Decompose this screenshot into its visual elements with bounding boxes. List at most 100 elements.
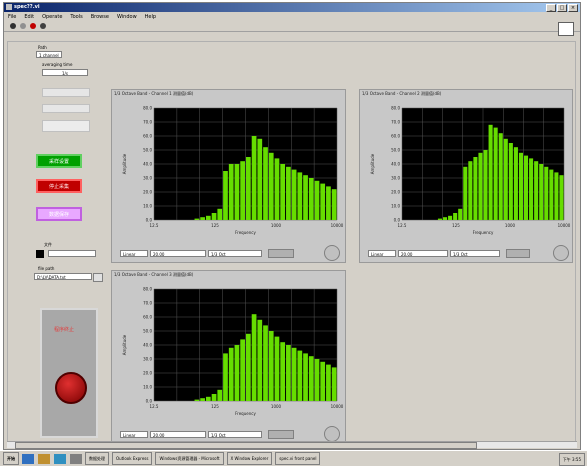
y-tick-label: 40.0	[143, 343, 152, 348]
spectrum-bar	[468, 161, 473, 220]
spectrum-bar	[217, 208, 223, 220]
spectrum-bar	[223, 353, 228, 401]
maximize-button[interactable]: □	[557, 4, 567, 12]
averaging-input[interactable]: 1/s	[42, 69, 88, 76]
spectrum-bar	[251, 314, 257, 401]
system-clock: 下午 3:55	[558, 453, 585, 466]
browse-folder-icon[interactable]	[93, 273, 103, 282]
minimize-button[interactable]: _	[546, 4, 556, 12]
spectrum-bar	[320, 361, 326, 401]
taskbar-item[interactable]: 数据处理	[85, 452, 109, 465]
toolbar	[4, 21, 580, 36]
y-tick-label: 60.0	[143, 315, 152, 320]
taskbar-item[interactable]: Windows资源管理器 - Microsoft	[155, 452, 224, 465]
scale-mode-field[interactable]: Linear	[120, 431, 148, 438]
spectrum-bar	[326, 364, 331, 401]
menu-help[interactable]: Help	[144, 14, 157, 20]
zoom-knob-icon[interactable]	[324, 426, 340, 442]
taskbar-item[interactable]: X Window Explorer	[226, 452, 273, 465]
y-tick-label: 60.0	[143, 134, 152, 139]
scale-mode-field[interactable]: Linear	[120, 250, 148, 257]
cursor-tools-icon[interactable]	[268, 430, 294, 439]
spectrum-bar	[280, 164, 286, 220]
range-field[interactable]: 20.00	[150, 431, 206, 438]
menu-window[interactable]: Window	[116, 14, 137, 20]
y-tick-label: 20.0	[143, 190, 152, 195]
spectrum-bar	[194, 399, 200, 401]
zoom-knob-icon[interactable]	[553, 245, 569, 261]
y-tick-label: 50.0	[391, 148, 400, 153]
y-tick-label: 0.0	[394, 218, 401, 223]
continuous-run-icon[interactable]	[20, 23, 26, 29]
front-panel: Path 1 channel averaging time 1/s 采样设置 停…	[7, 41, 576, 447]
channel-indicator: 1 channel	[36, 51, 62, 58]
spectrum-bar	[458, 208, 463, 220]
spectrum-bar	[483, 150, 488, 220]
spectrum-bar	[473, 157, 478, 220]
stop-acquisition-button[interactable]: 停止采集	[36, 179, 82, 193]
taskbar-item[interactable]: Outlook Express	[112, 452, 153, 465]
spectrum-bar	[263, 325, 268, 401]
spectrum-bar	[246, 157, 251, 220]
stop-button[interactable]	[55, 372, 87, 404]
graph-title: 1/3 Octave Band - Channel 1 测量值(dB)	[114, 91, 194, 96]
pause-icon[interactable]	[40, 23, 46, 29]
y-tick-label: 0.0	[146, 399, 153, 404]
band-field[interactable]: 1/3 Oct	[450, 250, 500, 257]
menu-tools[interactable]: Tools	[70, 14, 83, 20]
spectrum-bar	[200, 217, 205, 220]
file-field[interactable]	[48, 250, 96, 257]
spectrum-bar	[240, 339, 245, 401]
zoom-knob-icon[interactable]	[324, 245, 340, 261]
spectrum-bar	[493, 127, 498, 220]
menu-browse[interactable]: Browse	[90, 14, 109, 20]
spectrum-bar	[263, 147, 268, 220]
save-data-button[interactable]: 数据保存	[36, 207, 82, 221]
x-axis-label: Frequency	[235, 230, 256, 235]
band-field[interactable]: 1/3 Oct	[208, 250, 262, 257]
scale-mode-field[interactable]: Linear	[368, 250, 396, 257]
x-tick-label: 12.5	[398, 223, 407, 228]
menu-edit[interactable]: Edit	[24, 14, 35, 20]
spectrum-bar	[513, 147, 518, 220]
spectrum-plot-2: 80.0 70.0 60.0 50.0 40.0 30.0 20.0 10.0 0.012.5 1…	[370, 106, 571, 236]
y-tick-label: 70.0	[143, 120, 152, 125]
spectrum-bar	[280, 342, 286, 401]
app-icon	[6, 4, 12, 10]
spectrum-bar	[268, 152, 274, 220]
band-field[interactable]: 1/3 Oct	[208, 431, 262, 438]
scroll-thumb[interactable]	[15, 442, 477, 449]
range-field[interactable]: 20.00	[398, 250, 448, 257]
y-tick-label: 30.0	[143, 357, 152, 362]
range-field[interactable]: 20.00	[150, 250, 206, 257]
file-toggle[interactable]	[36, 250, 44, 258]
menu-file[interactable]: File	[8, 14, 17, 20]
y-tick-label: 30.0	[143, 176, 152, 181]
spectrum-bar	[205, 396, 211, 401]
cursor-tools-icon[interactable]	[506, 249, 530, 258]
window-title: spec??.vi	[14, 4, 40, 10]
spectrum-bar	[228, 164, 234, 220]
spectrum-bar	[437, 218, 442, 220]
spectrum-bar	[291, 169, 297, 220]
taskbar-item[interactable]: spec.vi front panel	[275, 452, 321, 465]
spectrum-bar	[331, 189, 337, 220]
spectrum-bar	[508, 143, 513, 220]
spectrum-bar	[463, 166, 468, 220]
file-path-input[interactable]: D:\LV\DATA.txt	[34, 273, 92, 280]
y-tick-label: 10.0	[143, 204, 152, 209]
start-button[interactable]: 开始	[3, 452, 19, 465]
sampling-settings-button[interactable]: 采样设置	[36, 154, 82, 168]
cursor-tools-icon[interactable]	[268, 249, 294, 258]
run-arrow-icon[interactable]	[10, 23, 16, 29]
y-tick-label: 10.0	[391, 204, 400, 209]
close-button[interactable]: ×	[568, 4, 578, 12]
horizontal-scrollbar[interactable]	[7, 441, 577, 449]
menu-operate[interactable]: Operate	[42, 14, 63, 20]
quick-launch-icons[interactable]	[22, 453, 82, 464]
abort-icon[interactable]	[30, 23, 36, 29]
spectrum-bar	[234, 164, 240, 220]
x-tick-label: 12.5	[150, 223, 159, 228]
spectrum-bar	[518, 152, 523, 220]
stop-label: 程序终止	[54, 327, 75, 333]
